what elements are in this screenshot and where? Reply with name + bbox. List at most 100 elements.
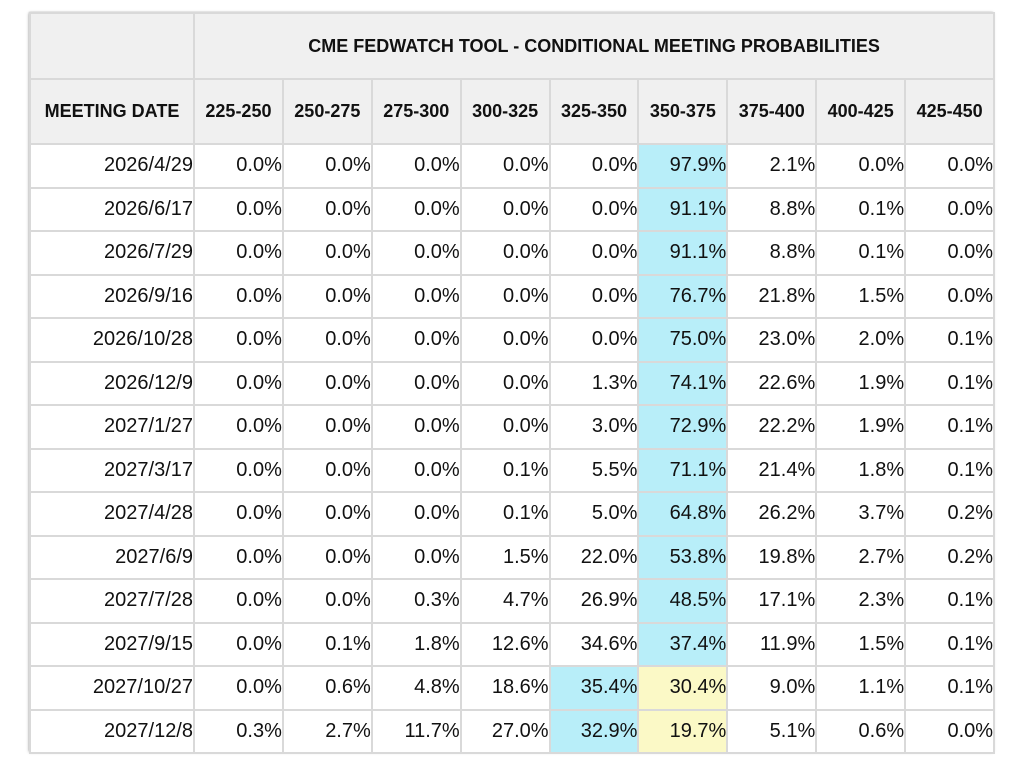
meeting-date-cell: 2027/7/28 — [29, 578, 195, 624]
probability-cell: 27.0% — [459, 708, 551, 754]
probability-cell: 1.5% — [815, 621, 907, 667]
probability-cell: 74.1% — [637, 360, 729, 406]
probability-cell: 0.0% — [370, 230, 462, 276]
rate-range-header: 350-375 — [637, 78, 729, 145]
probability-cell: 1.5% — [815, 273, 907, 319]
table-title: CME FEDWATCH TOOL - CONDITIONAL MEETING … — [192, 12, 996, 80]
probability-cell: 0.2% — [904, 534, 996, 580]
table-corner-cell — [29, 12, 195, 80]
probability-cell: 21.4% — [726, 447, 818, 493]
probability-cell: 1.5% — [459, 534, 551, 580]
table-row: 2027/12/8 0.3% 2.7% 11.7% 27.0% 32.9% 19.7% 5.1… — [29, 708, 996, 754]
probability-cell: 0.0% — [548, 230, 640, 276]
probability-cell: 22.0% — [548, 534, 640, 580]
rate-range-header: 400-425 — [815, 78, 907, 145]
probability-cell: 1.3% — [548, 360, 640, 406]
table-title-row: CME FEDWATCH TOOL - CONDITIONAL MEETING … — [29, 12, 996, 80]
table-row: 2027/7/28 0.0% 0.0% 0.3% 4.7% 26.9% 48.5% 17.1%… — [29, 578, 996, 624]
probability-cell: 0.0% — [370, 317, 462, 363]
probability-cell: 9.0% — [726, 665, 818, 711]
probability-cell: 91.1% — [637, 186, 729, 232]
rate-range-header: 300-325 — [459, 78, 551, 145]
probability-cell: 5.0% — [548, 491, 640, 537]
probability-cell: 19.8% — [726, 534, 818, 580]
probability-cell: 0.1% — [904, 665, 996, 711]
meeting-date-cell: 2027/6/9 — [29, 534, 195, 580]
probability-cell: 0.0% — [459, 317, 551, 363]
probability-cell: 0.0% — [815, 143, 907, 189]
probability-cell: 0.0% — [193, 186, 284, 232]
probability-cell: 37.4% — [637, 621, 729, 667]
probability-cell: 19.7% — [637, 708, 729, 754]
probability-cell: 0.0% — [281, 534, 373, 580]
table-row: 2026/12/9 0.0% 0.0% 0.0% 0.0% 1.3% 74.1% 22.6% 1… — [29, 360, 996, 406]
probability-cell: 0.0% — [904, 230, 996, 276]
probability-cell: 97.9% — [637, 143, 729, 189]
probability-cell: 0.0% — [281, 317, 373, 363]
probability-cell: 0.0% — [281, 360, 373, 406]
probability-cell: 0.0% — [904, 708, 996, 754]
probability-cell: 0.0% — [281, 491, 373, 537]
meeting-date-cell: 2027/9/15 — [29, 621, 195, 667]
table-row: 2027/3/17 0.0% 0.0% 0.0% 0.1% 5.5% 71.1% 21.4% 1… — [29, 447, 996, 493]
probability-cell: 1.9% — [815, 360, 907, 406]
probability-cell: 0.0% — [459, 186, 551, 232]
probability-cell: 21.8% — [726, 273, 818, 319]
probability-cell: 0.0% — [193, 665, 284, 711]
probability-cell: 1.9% — [815, 404, 907, 450]
probability-cell: 0.0% — [904, 143, 996, 189]
probability-cell: 0.0% — [548, 317, 640, 363]
probability-cell: 2.1% — [726, 143, 818, 189]
probability-cell: 3.7% — [815, 491, 907, 537]
meeting-date-cell: 2026/10/28 — [29, 317, 195, 363]
probability-cell: 0.1% — [815, 230, 907, 276]
probability-cell: 0.0% — [281, 447, 373, 493]
probability-cell: 0.0% — [370, 491, 462, 537]
probability-cell: 1.8% — [370, 621, 462, 667]
table-body: 2026/4/29 0.0% 0.0% 0.0% 0.0% 0.0% 97.9% 2.1% 0.… — [29, 143, 996, 754]
probability-cell: 0.1% — [459, 491, 551, 537]
probability-cell: 26.9% — [548, 578, 640, 624]
probability-cell: 1.8% — [815, 447, 907, 493]
probability-cell: 91.1% — [637, 230, 729, 276]
probability-cell: 0.1% — [459, 447, 551, 493]
probability-cell: 71.1% — [637, 447, 729, 493]
probability-cell: 18.6% — [459, 665, 551, 711]
probability-cell: 0.0% — [370, 186, 462, 232]
probability-cell: 0.0% — [193, 143, 284, 189]
probability-cell: 0.0% — [193, 273, 284, 319]
rate-range-header: 250-275 — [281, 78, 373, 145]
probability-cell: 0.6% — [281, 665, 373, 711]
table-row: 2026/6/17 0.0% 0.0% 0.0% 0.0% 0.0% 91.1% 8.8% 0.… — [29, 186, 996, 232]
rate-range-header: 425-450 — [904, 78, 996, 145]
column-header-row: MEETING DATE 225-250 250-275 275-300 300-32… — [29, 78, 996, 145]
table-row: 2027/4/28 0.0% 0.0% 0.0% 0.1% 5.0% 64.8% 26.2% 3… — [29, 491, 996, 537]
probability-cell: 0.0% — [193, 578, 284, 624]
probability-cell: 0.0% — [459, 143, 551, 189]
probability-cell: 0.0% — [370, 360, 462, 406]
probability-cell: 0.1% — [904, 404, 996, 450]
meeting-date-cell: 2027/1/27 — [29, 404, 195, 450]
table-row: 2026/10/28 0.0% 0.0% 0.0% 0.0% 0.0% 75.0% 23.0%… — [29, 317, 996, 363]
probability-cell: 0.3% — [193, 708, 284, 754]
probability-cell: 5.1% — [726, 708, 818, 754]
probability-cell: 0.0% — [193, 317, 284, 363]
probability-cell: 48.5% — [637, 578, 729, 624]
rate-range-header: 375-400 — [726, 78, 818, 145]
probability-table-frame: CME FEDWATCH TOOL - CONDITIONAL MEETING … — [29, 12, 996, 754]
probability-cell: 0.1% — [904, 360, 996, 406]
meeting-date-header: MEETING DATE — [29, 78, 195, 145]
probability-cell: 0.1% — [904, 621, 996, 667]
meeting-date-cell: 2026/4/29 — [29, 143, 195, 189]
probability-cell: 0.0% — [459, 404, 551, 450]
probability-cell: 2.0% — [815, 317, 907, 363]
table-row: 2026/7/29 0.0% 0.0% 0.0% 0.0% 0.0% 91.1% 8.8% 0.… — [29, 230, 996, 276]
meeting-date-cell: 2027/10/27 — [29, 665, 195, 711]
probability-cell: 0.2% — [904, 491, 996, 537]
probability-cell: 1.1% — [815, 665, 907, 711]
probability-cell: 23.0% — [726, 317, 818, 363]
probability-cell: 64.8% — [637, 491, 729, 537]
probability-cell: 0.0% — [459, 273, 551, 319]
probability-cell: 35.4% — [548, 665, 640, 711]
probability-cell: 4.7% — [459, 578, 551, 624]
